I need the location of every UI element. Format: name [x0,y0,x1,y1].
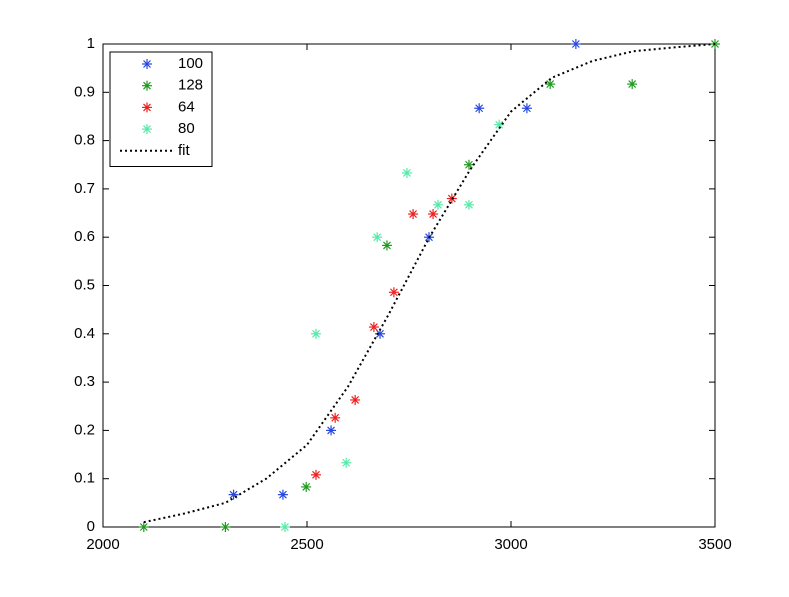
data-point [330,412,341,423]
legend-label: 128 [178,77,203,94]
data-point [474,103,485,114]
x-tick-label: 3000 [494,536,527,553]
marker-stroke [373,233,382,242]
marker-stroke [475,104,484,113]
marker-stroke [302,482,311,491]
y-tick-label: 0.3 [74,373,95,390]
marker-stroke [143,60,151,68]
marker-stroke [369,323,378,331]
marker-stroke [495,120,504,129]
y-tick-label: 0.4 [74,325,95,342]
data-point [279,522,290,532]
legend-label: fit [178,142,191,159]
y-tick-label: 0.2 [74,421,95,438]
y-tick-label: 0 [87,518,95,535]
legend-box [109,51,213,167]
y-tick-label: 0.8 [74,132,95,149]
marker-stroke [571,40,580,48]
x-tick-label: 2000 [86,536,119,553]
legend-label: 64 [178,98,195,115]
data-point [277,489,288,500]
marker-stroke [628,80,637,89]
y-tick-label: 0.5 [74,276,95,293]
data-point [326,425,337,436]
marker-stroke [312,470,320,479]
data-point [220,522,231,532]
marker-stroke [279,490,287,499]
marker-stroke [312,329,320,338]
data-point [138,522,149,532]
legend-marker [142,102,152,113]
data-point [310,469,321,480]
data-point [388,287,399,298]
data-point [463,159,474,170]
marker-stroke [429,210,437,218]
marker-stroke [139,523,148,531]
legend-marker [142,124,152,135]
data-point [401,167,412,178]
data-point [627,79,638,90]
marker-stroke [221,523,230,531]
data-point [310,328,321,339]
marker-stroke [229,490,238,499]
data-point [428,209,439,220]
data-point [521,103,532,114]
marker-stroke [465,200,473,209]
data-point [432,199,443,210]
data-point [570,39,581,49]
x-tick-label: 3500 [698,536,731,553]
data-point [408,209,419,220]
legend-label: 80 [178,120,195,137]
data-point [545,79,556,90]
fit-line [143,43,716,524]
data-point [228,489,239,500]
data-point [341,457,352,468]
y-tick-label: 1 [87,35,95,52]
marker-stroke [327,426,335,435]
marker-stroke [351,396,360,404]
data-point [301,481,312,492]
marker-stroke [281,523,289,531]
marker-stroke [403,169,411,177]
marker-stroke [522,104,531,113]
legend-label: 100 [178,55,203,72]
x-tick-label: 2500 [290,536,323,553]
legend-marker [142,80,152,91]
marker-stroke [409,210,418,218]
marker-stroke [143,81,151,90]
marker-stroke [331,413,340,422]
y-tick-label: 0.7 [74,180,95,197]
marker-stroke [546,80,555,89]
marker-stroke [434,200,442,209]
marker-stroke [465,160,473,169]
marker-stroke [143,103,151,112]
y-tick-label: 0.1 [74,470,95,487]
data-point [372,232,383,243]
marker-stroke [143,125,151,134]
marker-stroke [383,241,391,250]
data-point [463,199,474,210]
marker-stroke [342,458,351,467]
data-point [381,240,392,251]
marker-stroke [376,329,384,338]
y-tick-label: 0.9 [74,83,95,100]
data-point [350,394,361,405]
y-tick-label: 0.6 [74,228,95,245]
data-point [368,322,379,333]
marker-stroke [389,288,398,297]
legend-marker [142,59,152,69]
